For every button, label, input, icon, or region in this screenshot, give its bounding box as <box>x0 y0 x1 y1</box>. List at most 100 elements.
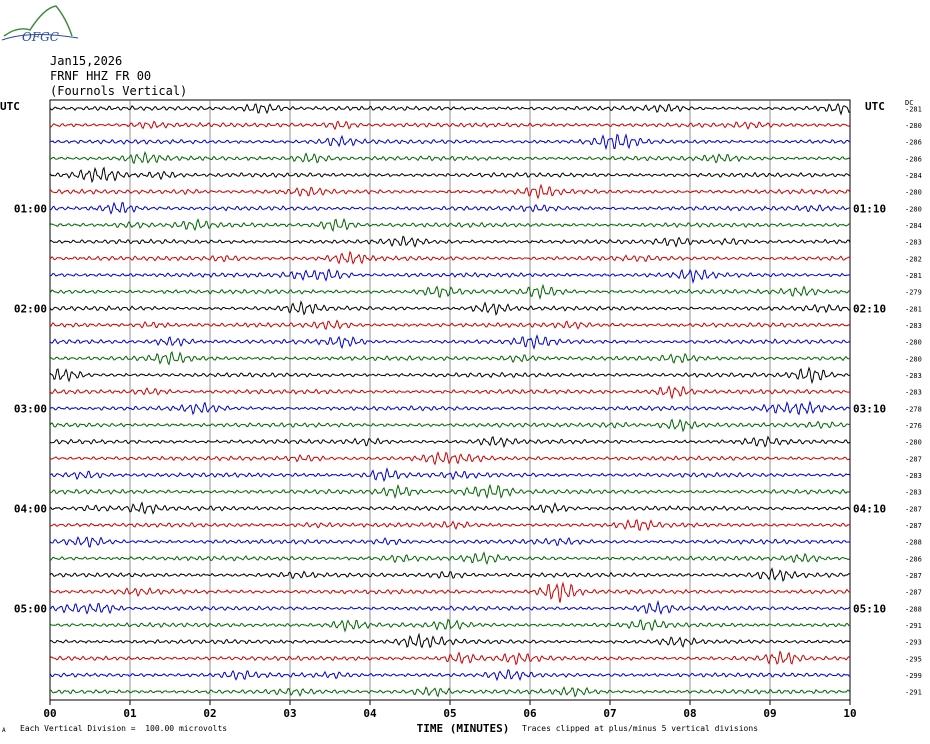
dc-offset-label: -280 <box>905 122 922 130</box>
dc-offset-label: -282 <box>905 255 922 263</box>
x-tick-label: 09 <box>763 707 776 720</box>
plot-labels: 00 01 02 03 04 05 06 07 08 09 10 UTC UTC DC TIME (MINU… <box>0 99 922 735</box>
left-time-label: 04:00 <box>14 502 47 515</box>
x-tick-label: 08 <box>683 707 696 720</box>
dc-offset-label: -280 <box>905 339 922 347</box>
x-tick-label: 04 <box>363 707 377 720</box>
dc-offset-label: -299 <box>905 672 922 680</box>
seismic-trace-line <box>49 418 851 433</box>
dc-offset-label: -287 <box>905 522 922 530</box>
x-tick-label: 00 <box>43 707 56 720</box>
right-time-label: 05:10 <box>853 602 886 615</box>
dc-offset-label: -286 <box>905 155 922 163</box>
seismic-trace-line <box>49 385 851 400</box>
seismic-trace-line <box>49 351 851 366</box>
right-time-label: 03:10 <box>853 402 886 415</box>
x-tick-label: 07 <box>603 707 616 720</box>
seismic-trace-line <box>49 466 851 482</box>
seismic-trace-line <box>49 183 851 200</box>
seismic-trace-line <box>49 250 851 265</box>
dc-offset-label: -283 <box>905 239 922 247</box>
x-tick-label: 03 <box>283 707 296 720</box>
seismic-trace-line <box>49 451 851 466</box>
left-time-label: 05:00 <box>14 602 47 615</box>
seismic-trace-line <box>49 300 851 316</box>
seismic-trace-line <box>49 581 851 603</box>
dc-offset-label: -284 <box>905 222 922 230</box>
seismic-trace-line <box>49 536 851 548</box>
dc-offset-label: -283 <box>905 372 922 380</box>
left-time-label: 03:00 <box>14 402 47 415</box>
seismic-trace-line <box>49 551 851 566</box>
dc-offset-label: -281 <box>905 272 922 280</box>
seismic-trace-line <box>49 650 851 666</box>
seismic-trace-line <box>49 268 851 284</box>
dc-offset-label: -283 <box>905 322 922 330</box>
seismic-trace-line <box>49 618 851 633</box>
seismic-trace-line <box>49 632 851 649</box>
dc-offset-label: -287 <box>905 589 922 597</box>
dc-offset-label: -280 <box>905 189 922 197</box>
seismic-trace-line <box>49 120 851 131</box>
right-time-label: 02:10 <box>853 302 886 315</box>
dc-offset-label: -281 <box>905 105 922 113</box>
x-tick-label: 05 <box>443 707 456 720</box>
seismic-trace-line <box>49 501 851 515</box>
right-time-label: 04:10 <box>853 502 886 515</box>
seismic-trace-line <box>49 567 851 583</box>
dc-offset-label: -281 <box>905 305 922 313</box>
dc-offset-label: -295 <box>905 655 922 663</box>
station-location: (Fournols Vertical) <box>50 84 188 98</box>
x-tick-label: 10 <box>843 707 856 720</box>
dc-offset-label: -291 <box>905 622 922 630</box>
dc-offset-label: -286 <box>905 555 922 563</box>
seismic-trace-line <box>49 151 851 165</box>
seismic-trace-line <box>49 518 851 531</box>
dc-offset-label: -287 <box>905 572 922 580</box>
seismic-trace-line <box>49 235 851 248</box>
dc-offset-label: -278 <box>905 405 922 413</box>
seismic-trace-line <box>49 435 851 449</box>
seismic-trace-line <box>49 334 851 350</box>
seismic-trace-line <box>49 102 851 116</box>
dc-offset-label: -283 <box>905 489 922 497</box>
right-time-label: 01:10 <box>853 202 886 215</box>
plot-date: Jan15,2026 <box>50 54 123 68</box>
x-tick-label: 02 <box>203 707 216 720</box>
seismic-trace-line <box>49 686 851 698</box>
seismic-trace-line <box>49 201 851 215</box>
dc-offset-label: -279 <box>905 289 922 297</box>
dc-offset-label: -280 <box>905 439 922 447</box>
x-axis-title: TIME (MINUTES) <box>417 722 510 735</box>
left-time-label: 01:00 <box>14 202 47 215</box>
dc-offset-label: -284 <box>905 172 922 180</box>
dc-offset-label: -276 <box>905 422 922 430</box>
plot-grid <box>49 99 851 705</box>
dc-offset-label: -280 <box>905 205 922 213</box>
scale-note: Each Vertical Division = 100.00 microvol… <box>20 724 228 733</box>
logo-text: OFGC <box>22 30 59 44</box>
ofgc-logo: OFGC <box>1 5 79 44</box>
seismic-trace-line <box>49 166 851 184</box>
dc-offset-label: -291 <box>905 689 922 697</box>
left-time-label: 02:00 <box>14 302 47 315</box>
clip-note: Traces clipped at plus/minus 5 vertical … <box>522 724 759 733</box>
left-utc-label: UTC <box>0 100 20 113</box>
dc-offset-label: -287 <box>905 455 922 463</box>
seismic-trace-line <box>49 599 851 616</box>
dc-offset-label: -283 <box>905 389 922 397</box>
seismic-trace-line <box>49 217 851 232</box>
seismic-trace-line <box>49 400 851 416</box>
dc-offset-label: -293 <box>905 639 922 647</box>
corner-mark: A <box>2 727 6 734</box>
seismic-trace-line <box>49 669 851 682</box>
seismic-traces <box>49 102 851 698</box>
dc-offset-label: -283 <box>905 472 922 480</box>
right-utc-label: UTC <box>865 100 885 113</box>
seismic-trace-line <box>49 133 851 151</box>
seismic-trace-line <box>49 483 851 500</box>
dc-offset-label: -287 <box>905 505 922 513</box>
dc-offset-label: -288 <box>905 605 922 613</box>
x-tick-label: 06 <box>523 707 537 720</box>
